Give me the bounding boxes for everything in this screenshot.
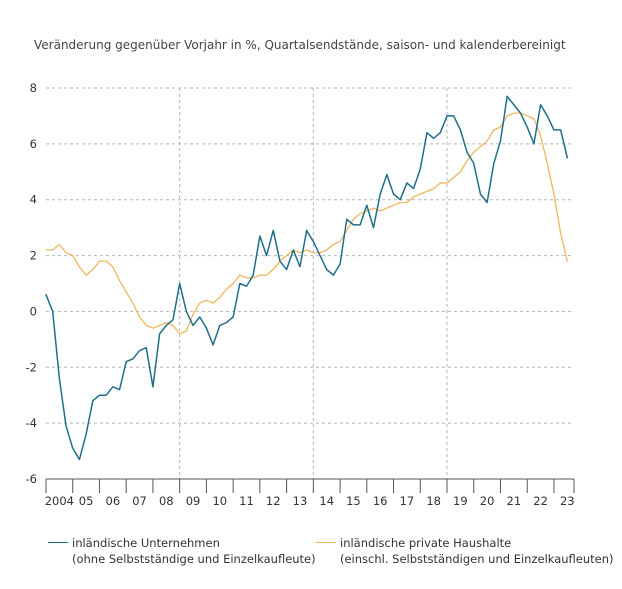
y-tick-label: 4 bbox=[30, 193, 37, 207]
legend-swatch-haushalte bbox=[316, 542, 336, 543]
legend-sublabel-unternehmen: (ohne Selbstständige und Einzelkaufleute… bbox=[72, 552, 316, 566]
legend-sublabel-haushalte: (einschl. Selbstständigen und Einzelkauf… bbox=[340, 552, 614, 566]
y-tick-label: -2 bbox=[26, 360, 37, 374]
legend-label-haushalte: inländische private Haushalte bbox=[340, 536, 512, 550]
legend-swatch-unternehmen bbox=[48, 542, 68, 543]
x-tick-label: 07 bbox=[132, 494, 147, 508]
x-tick-label: 14 bbox=[319, 494, 334, 508]
legend-label-unternehmen: inländische Unternehmen bbox=[72, 536, 220, 550]
x-tick-label: 21 bbox=[507, 494, 522, 508]
y-tick-label: 8 bbox=[30, 81, 37, 95]
x-tick-label: 08 bbox=[159, 494, 174, 508]
x-tick-label: 2004 bbox=[45, 494, 74, 508]
x-tick-label: 09 bbox=[186, 494, 201, 508]
x-tick-label: 10 bbox=[212, 494, 227, 508]
y-tick-label: 2 bbox=[30, 249, 37, 263]
x-tick-label: 16 bbox=[373, 494, 388, 508]
x-tick-label: 20 bbox=[480, 494, 495, 508]
chart-subtitle: Veränderung gegenüber Vorjahr in %, Quar… bbox=[34, 38, 566, 52]
series-line-unternehmen bbox=[45, 95, 569, 461]
x-tick-label: 19 bbox=[453, 494, 468, 508]
series-layer bbox=[45, 95, 569, 461]
x-tick-label: 23 bbox=[560, 494, 575, 508]
x-tick-label: 17 bbox=[400, 494, 415, 508]
grid-layer bbox=[46, 87, 574, 480]
x-tick-label: 18 bbox=[426, 494, 441, 508]
y-tick-label: 0 bbox=[30, 304, 37, 318]
axis-layer: -6 -4 -2 0 2 4 6 8 2004 05 06 07 08 09 10 11 12 13 14 15 16 1… bbox=[26, 81, 575, 508]
x-tick-label: 11 bbox=[239, 494, 254, 508]
x-tick-label: 05 bbox=[79, 494, 94, 508]
legend-item-unternehmen: inländische Unternehmen (ohne Selbststän… bbox=[48, 535, 316, 567]
x-tick-label: 06 bbox=[106, 494, 121, 508]
legend-item-haushalte: inländische private Haushalte (einschl. … bbox=[316, 535, 614, 567]
x-tick-label: 15 bbox=[346, 494, 361, 508]
series-line-haushalte bbox=[45, 112, 568, 335]
x-tick-label: 12 bbox=[266, 494, 281, 508]
y-tick-label: -4 bbox=[26, 416, 37, 430]
x-tick-label: 22 bbox=[533, 494, 548, 508]
y-tick-label: 6 bbox=[30, 137, 37, 151]
y-tick-label: -6 bbox=[26, 472, 37, 486]
x-tick-label: 13 bbox=[293, 494, 308, 508]
